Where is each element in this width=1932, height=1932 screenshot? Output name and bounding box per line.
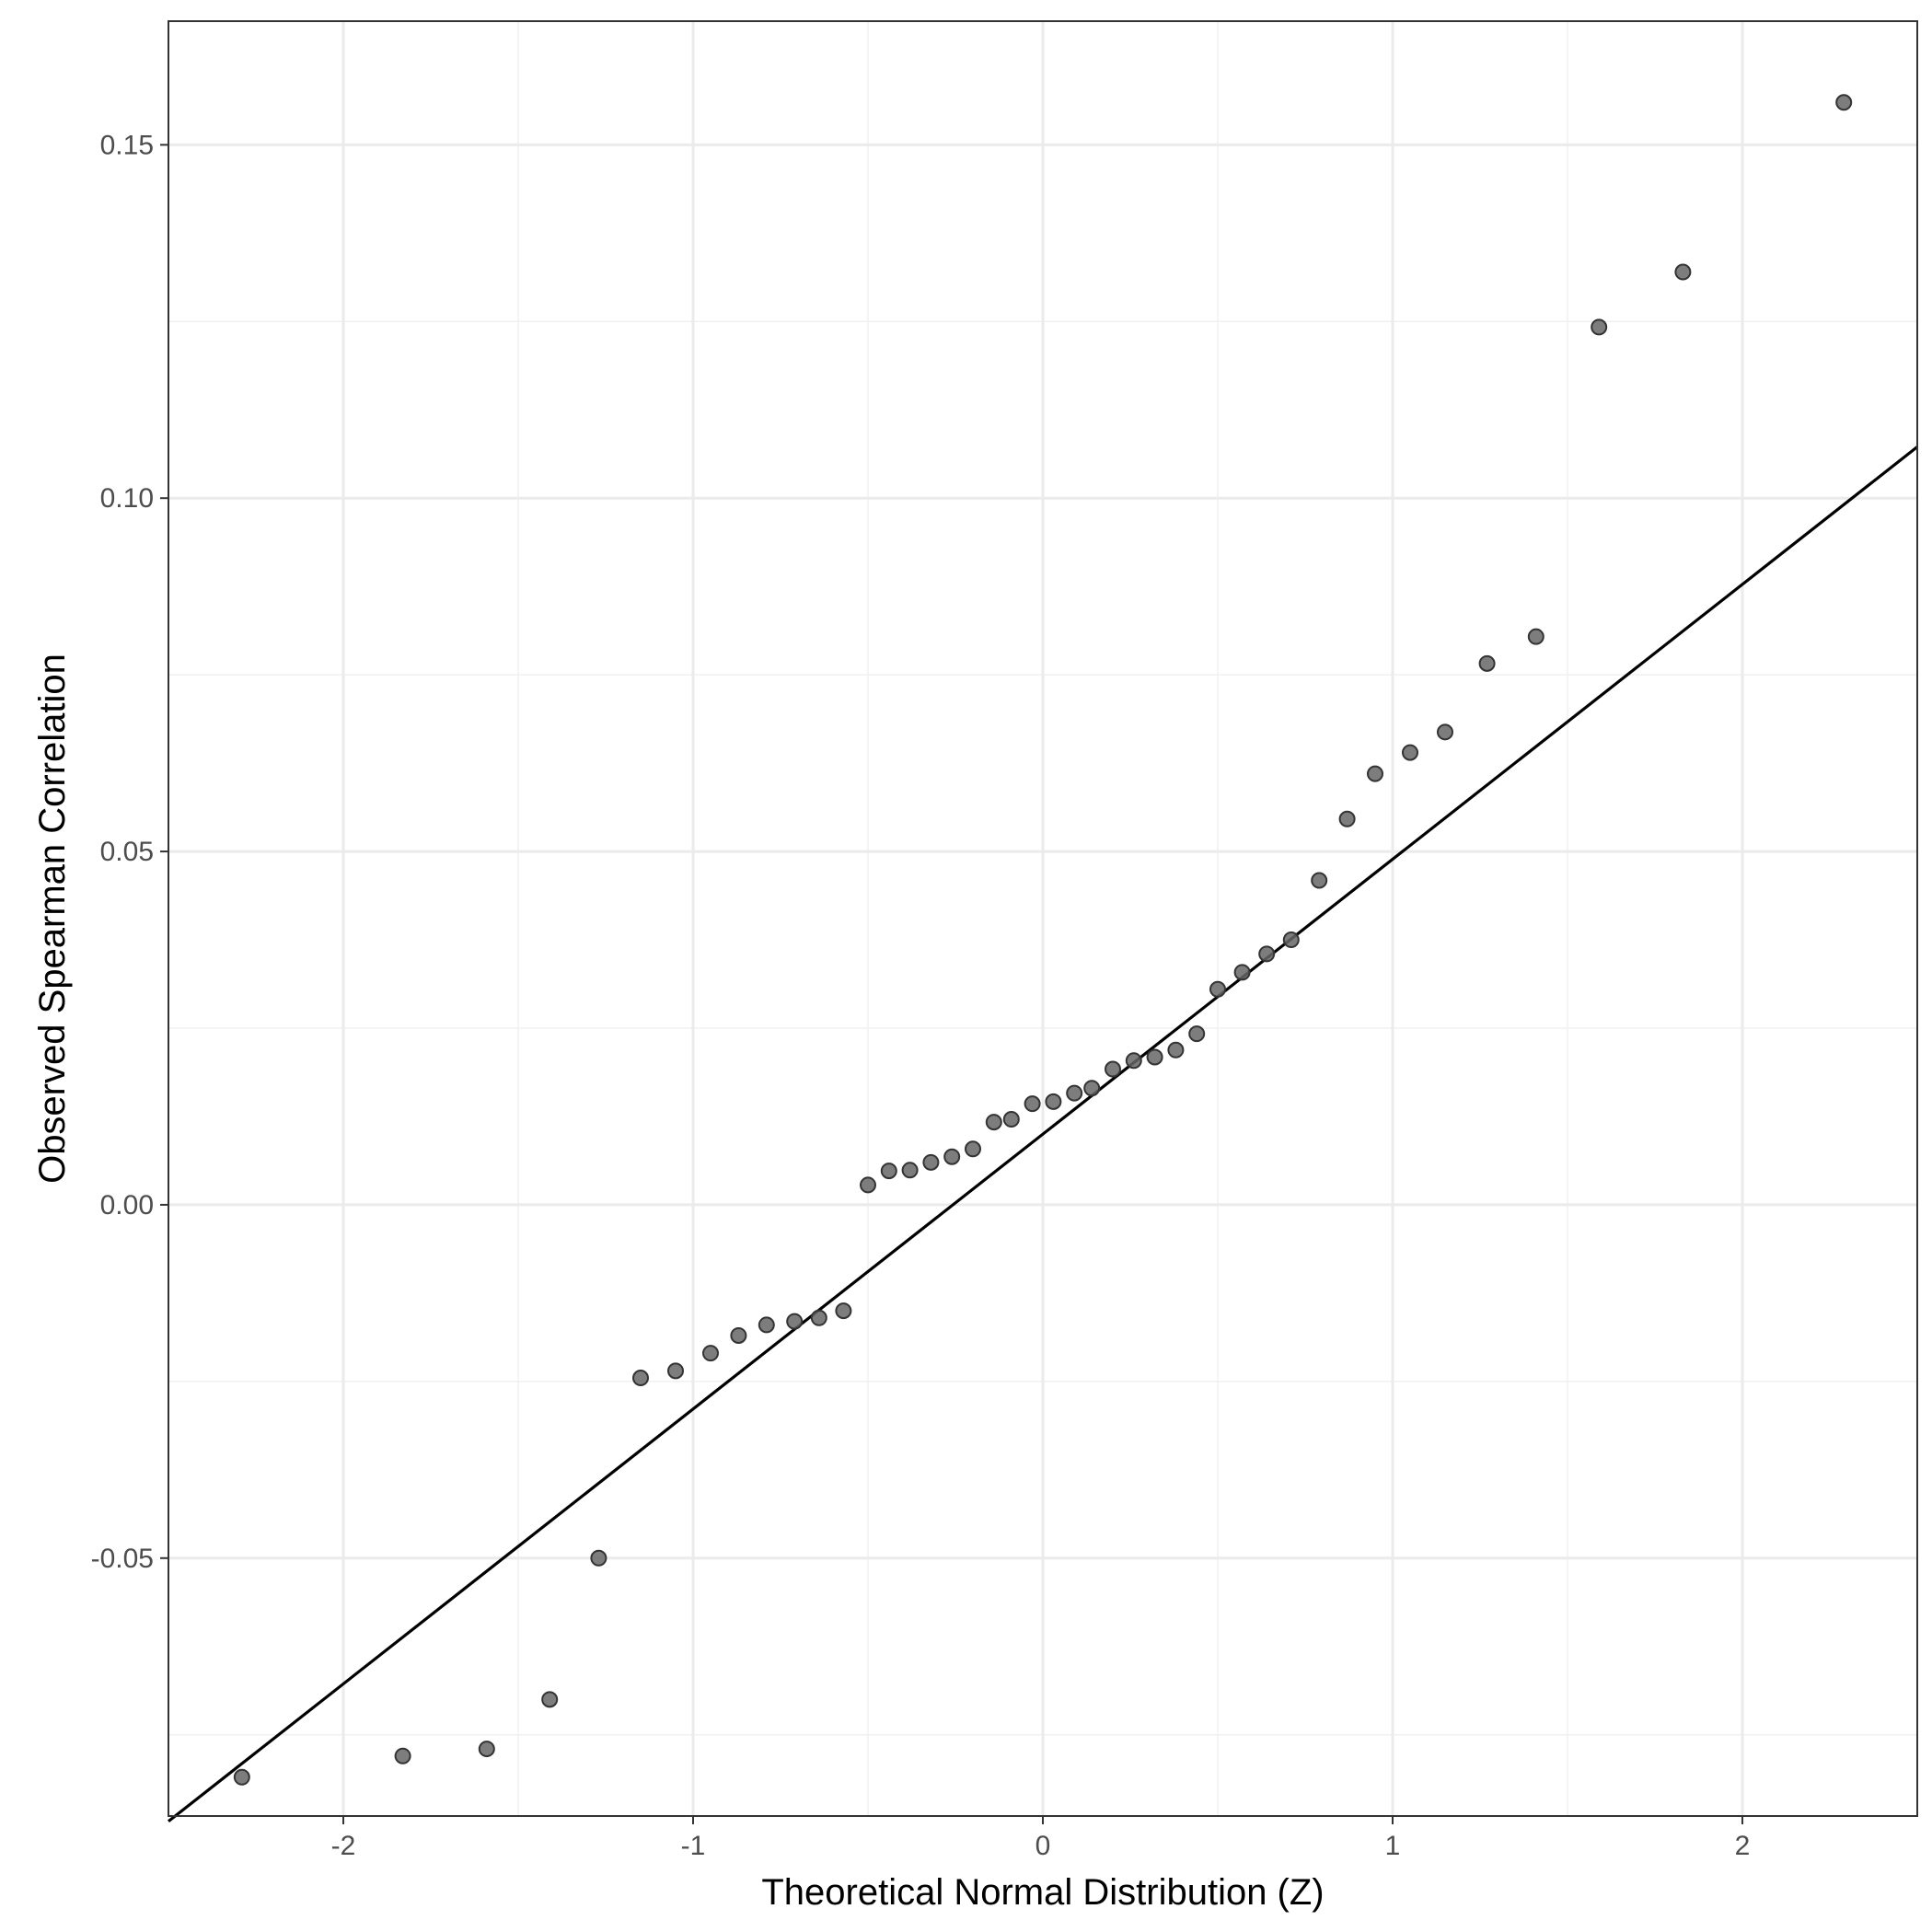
- x-tick-label: 1: [1385, 1831, 1401, 1861]
- data-point: [1105, 1060, 1121, 1078]
- data-point: [1045, 1093, 1062, 1110]
- y-axis-title: Observed Spearman Correlation: [32, 654, 73, 1184]
- data-point: [1066, 1084, 1083, 1102]
- data-point: [590, 1549, 607, 1567]
- data-point: [1083, 1080, 1101, 1097]
- data-point: [1233, 964, 1251, 981]
- data-point: [1674, 263, 1692, 281]
- y-tick-label: 0.05: [100, 837, 154, 867]
- data-point: [541, 1691, 559, 1708]
- reference-line: [168, 445, 1918, 1823]
- data-point: [478, 1741, 495, 1758]
- x-tick-label: -2: [331, 1831, 356, 1861]
- data-point: [1188, 1025, 1206, 1043]
- y-tick-label: 0.00: [100, 1190, 154, 1221]
- y-tick-label: 0.15: [100, 130, 154, 160]
- data-point: [394, 1747, 411, 1764]
- data-point: [1146, 1048, 1163, 1066]
- data-point: [1338, 810, 1356, 827]
- data-point: [1258, 945, 1276, 963]
- data-point: [835, 1302, 852, 1320]
- data-points: [233, 94, 1853, 1786]
- data-point: [810, 1309, 827, 1326]
- data-point: [943, 1148, 961, 1165]
- x-tick-label: 2: [1735, 1831, 1751, 1861]
- data-point: [1478, 654, 1496, 672]
- data-point: [233, 1768, 250, 1786]
- y-axis-ticks: -0.05 0.00 0.05 0.10 0.15: [91, 130, 168, 1574]
- data-point: [667, 1362, 684, 1380]
- data-point: [860, 1176, 876, 1194]
- data-point: [1591, 318, 1608, 336]
- data-point: [1437, 723, 1453, 741]
- x-axis-title: Theoretical Normal Distribution (Z): [761, 1872, 1324, 1913]
- data-point: [1024, 1095, 1041, 1113]
- data-point: [880, 1163, 897, 1180]
- data-point: [985, 1114, 1002, 1131]
- reference-line-group: [168, 445, 1918, 1823]
- data-point: [1002, 1111, 1020, 1128]
- data-point: [1209, 980, 1226, 998]
- data-point: [758, 1316, 775, 1334]
- y-tick-label: -0.05: [91, 1544, 154, 1574]
- data-point: [901, 1162, 919, 1179]
- data-point: [1835, 94, 1853, 111]
- data-point: [730, 1326, 747, 1344]
- data-point: [1527, 628, 1544, 645]
- data-point: [1367, 765, 1383, 782]
- data-point: [702, 1345, 719, 1362]
- data-point: [786, 1313, 804, 1330]
- data-point: [1167, 1041, 1185, 1059]
- data-point: [1402, 744, 1418, 761]
- data-point: [1125, 1052, 1142, 1070]
- data-point: [632, 1370, 649, 1387]
- data-point: [1282, 931, 1300, 949]
- y-tick-label: 0.10: [100, 483, 154, 514]
- x-axis-ticks: -2 -1 0 1 2: [331, 1816, 1751, 1861]
- data-point: [1311, 872, 1328, 889]
- data-point: [965, 1140, 981, 1158]
- x-tick-label: 0: [1035, 1831, 1051, 1861]
- data-point: [922, 1153, 940, 1171]
- x-tick-label: -1: [681, 1831, 706, 1861]
